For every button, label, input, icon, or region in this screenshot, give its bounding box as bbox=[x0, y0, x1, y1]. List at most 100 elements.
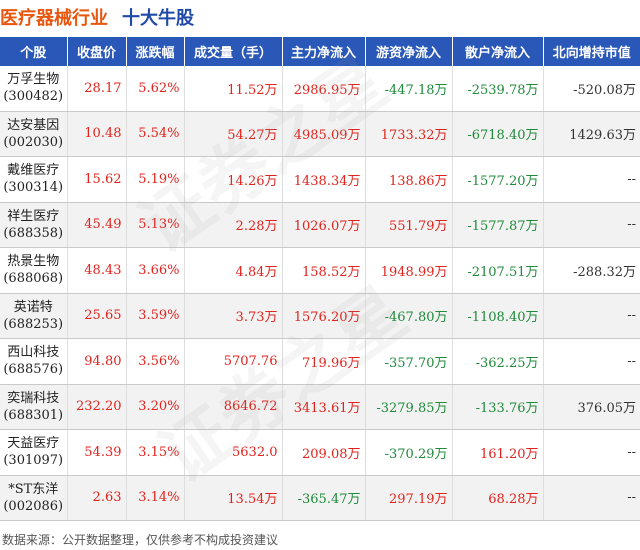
volume-cell: 5632.0 bbox=[184, 429, 283, 476]
stock-name: 西山科技 bbox=[7, 345, 60, 361]
main-inflow-cell: 4985.09万 bbox=[282, 111, 366, 157]
stock-cell: 天益医疗 (301097) bbox=[0, 429, 68, 476]
stock-name: 天益医疗 bbox=[7, 436, 60, 452]
change-pct-cell: 3.66% bbox=[126, 247, 185, 294]
stock-table: 个股 收盘价 涨跌幅 成交量（手） 主力净流入 游资净流入 散户净流入 北向增持市值 万孚生物… bbox=[0, 37, 640, 521]
main-inflow-cell: 3413.61万 bbox=[282, 384, 366, 430]
stock-code: (300314) bbox=[3, 180, 64, 196]
column-header: 主力净流入 bbox=[282, 37, 366, 66]
close-price-cell: 25.65 bbox=[67, 293, 127, 339]
data-source-note: 数据来源：公开数据整理，仅供参考不构成投资建议 bbox=[2, 533, 279, 547]
industry-title: 医疗器械行业 bbox=[0, 8, 108, 29]
volume-cell: 5707.76 bbox=[184, 338, 283, 385]
table-body: 万孚生物 (300482) 28.17 5.62% 11.52万 2986.95万 -447… bbox=[0, 66, 640, 521]
volume-cell: 2.28万 bbox=[184, 202, 283, 248]
volume-cell: 14.26万 bbox=[184, 156, 283, 203]
stock-code: (688253) bbox=[3, 316, 64, 332]
table-row: 戴维医疗 (300314) 15.62 5.19% 14.26万 1438.34万 138.… bbox=[0, 156, 640, 203]
northbound-cell: -- bbox=[543, 293, 640, 339]
retail-inflow-cell: -2539.78万 bbox=[452, 66, 544, 112]
northbound-cell: -- bbox=[543, 475, 640, 521]
hot-money-inflow-cell: 551.79万 bbox=[365, 202, 453, 248]
stock-code: (002086) bbox=[3, 498, 64, 514]
close-price-cell: 15.62 bbox=[67, 156, 127, 203]
column-header: 涨跌幅 bbox=[126, 37, 185, 66]
northbound-cell: -288.32万 bbox=[543, 247, 640, 294]
hot-money-inflow-cell: 1733.32万 bbox=[365, 111, 453, 157]
stock-name: *ST东洋 bbox=[8, 481, 59, 497]
hot-money-inflow-cell: -357.70万 bbox=[365, 338, 453, 385]
hot-money-inflow-cell: -447.18万 bbox=[365, 66, 453, 112]
stock-name: 万孚生物 bbox=[7, 72, 60, 88]
main-inflow-cell: 209.08万 bbox=[282, 429, 366, 476]
northbound-cell: -- bbox=[543, 429, 640, 476]
table-header-row: 个股 收盘价 涨跌幅 成交量（手） 主力净流入 游资净流入 散户净流入 北向增持市值 bbox=[0, 37, 640, 66]
stock-code: (688301) bbox=[3, 407, 64, 423]
main-inflow-cell: 1576.20万 bbox=[282, 293, 366, 339]
volume-cell: 54.27万 bbox=[184, 111, 283, 157]
volume-cell: 13.54万 bbox=[184, 475, 283, 521]
change-pct-cell: 3.56% bbox=[126, 338, 185, 385]
hot-money-inflow-cell: -370.29万 bbox=[365, 429, 453, 476]
northbound-cell: 1429.63万 bbox=[543, 111, 640, 157]
stock-cell: 热景生物 (688068) bbox=[0, 247, 68, 294]
stock-cell: 万孚生物 (300482) bbox=[0, 66, 68, 112]
hot-money-inflow-cell: -3279.85万 bbox=[365, 384, 453, 430]
close-price-cell: 48.43 bbox=[67, 247, 127, 294]
table-row: 奕瑞科技 (688301) 232.20 3.20% 8646.72 3413.61万 -3… bbox=[0, 384, 640, 430]
column-header: 成交量（手） bbox=[184, 37, 283, 66]
retail-inflow-cell: -6718.40万 bbox=[452, 111, 544, 157]
stock-name: 戴维医疗 bbox=[7, 163, 60, 179]
northbound-cell: -520.08万 bbox=[543, 66, 640, 112]
stock-name: 达安基因 bbox=[7, 117, 60, 133]
stock-name: 英诺特 bbox=[13, 299, 53, 315]
hot-money-inflow-cell: 297.19万 bbox=[365, 475, 453, 521]
change-pct-cell: 3.59% bbox=[126, 293, 185, 339]
close-price-cell: 10.48 bbox=[67, 111, 127, 157]
volume-cell: 8646.72 bbox=[184, 384, 283, 430]
close-price-cell: 2.63 bbox=[67, 475, 127, 521]
stock-cell: 戴维医疗 (300314) bbox=[0, 156, 68, 203]
northbound-cell: -- bbox=[543, 202, 640, 248]
stock-code: (002030) bbox=[3, 134, 64, 150]
title-row: 医疗器械行业 十大牛股 bbox=[0, 0, 640, 34]
retail-inflow-cell: -1577.20万 bbox=[452, 156, 544, 203]
retail-inflow-cell: -362.25万 bbox=[452, 338, 544, 385]
retail-inflow-cell: 161.20万 bbox=[452, 429, 544, 476]
close-price-cell: 232.20 bbox=[67, 384, 127, 430]
close-price-cell: 45.49 bbox=[67, 202, 127, 248]
retail-inflow-cell: -1108.40万 bbox=[452, 293, 544, 339]
main-inflow-cell: -365.47万 bbox=[282, 475, 366, 521]
stock-code: (300482) bbox=[3, 89, 64, 105]
northbound-cell: -- bbox=[543, 156, 640, 203]
stock-name: 祥生医疗 bbox=[7, 208, 60, 224]
hot-money-inflow-cell: 1948.99万 bbox=[365, 247, 453, 294]
stock-code: (688068) bbox=[3, 271, 64, 287]
table-row: *ST东洋 (002086) 2.63 3.14% 13.54万 -365.47万 297.… bbox=[0, 475, 640, 521]
table-row: 英诺特 (688253) 25.65 3.59% 3.73万 1576.20万 -467.8… bbox=[0, 293, 640, 339]
main-inflow-cell: 1026.07万 bbox=[282, 202, 366, 248]
change-pct-cell: 5.54% bbox=[126, 111, 185, 157]
column-header: 收盘价 bbox=[67, 37, 127, 66]
stock-cell: *ST东洋 (002086) bbox=[0, 475, 68, 521]
column-header: 个股 bbox=[0, 37, 68, 66]
close-price-cell: 54.39 bbox=[67, 429, 127, 476]
stock-code: (301097) bbox=[3, 453, 64, 469]
stock-name: 热景生物 bbox=[7, 254, 60, 270]
close-price-cell: 28.17 bbox=[67, 66, 127, 112]
retail-inflow-cell: -2107.51万 bbox=[452, 247, 544, 294]
stock-code: (688358) bbox=[3, 225, 64, 241]
change-pct-cell: 3.15% bbox=[126, 429, 185, 476]
main-inflow-cell: 2986.95万 bbox=[282, 66, 366, 112]
retail-inflow-cell: -133.76万 bbox=[452, 384, 544, 430]
retail-inflow-cell: 68.28万 bbox=[452, 475, 544, 521]
table-row: 西山科技 (688576) 94.80 3.56% 5707.76 719.96万 -357… bbox=[0, 338, 640, 385]
table-row: 达安基因 (002030) 10.48 5.54% 54.27万 4985.09万 1733… bbox=[0, 111, 640, 157]
stock-cell: 达安基因 (002030) bbox=[0, 111, 68, 157]
table-row: 万孚生物 (300482) 28.17 5.62% 11.52万 2986.95万 -447… bbox=[0, 66, 640, 112]
change-pct-cell: 5.13% bbox=[126, 202, 185, 248]
table-row: 祥生医疗 (688358) 45.49 5.13% 2.28万 1026.07万 551.7… bbox=[0, 202, 640, 248]
northbound-cell: -- bbox=[543, 338, 640, 385]
column-header: 游资净流入 bbox=[365, 37, 453, 66]
stock-cell: 西山科技 (688576) bbox=[0, 338, 68, 385]
